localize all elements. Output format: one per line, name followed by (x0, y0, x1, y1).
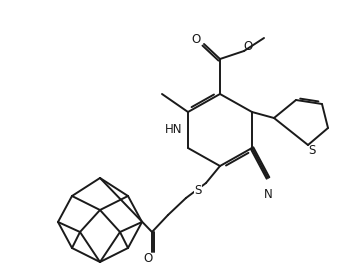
Text: O: O (143, 251, 153, 265)
Text: O: O (243, 39, 253, 53)
Text: HN: HN (165, 123, 183, 136)
Text: O: O (192, 32, 201, 46)
Text: N: N (264, 188, 273, 202)
Text: S: S (308, 144, 316, 157)
Text: S: S (194, 183, 202, 197)
